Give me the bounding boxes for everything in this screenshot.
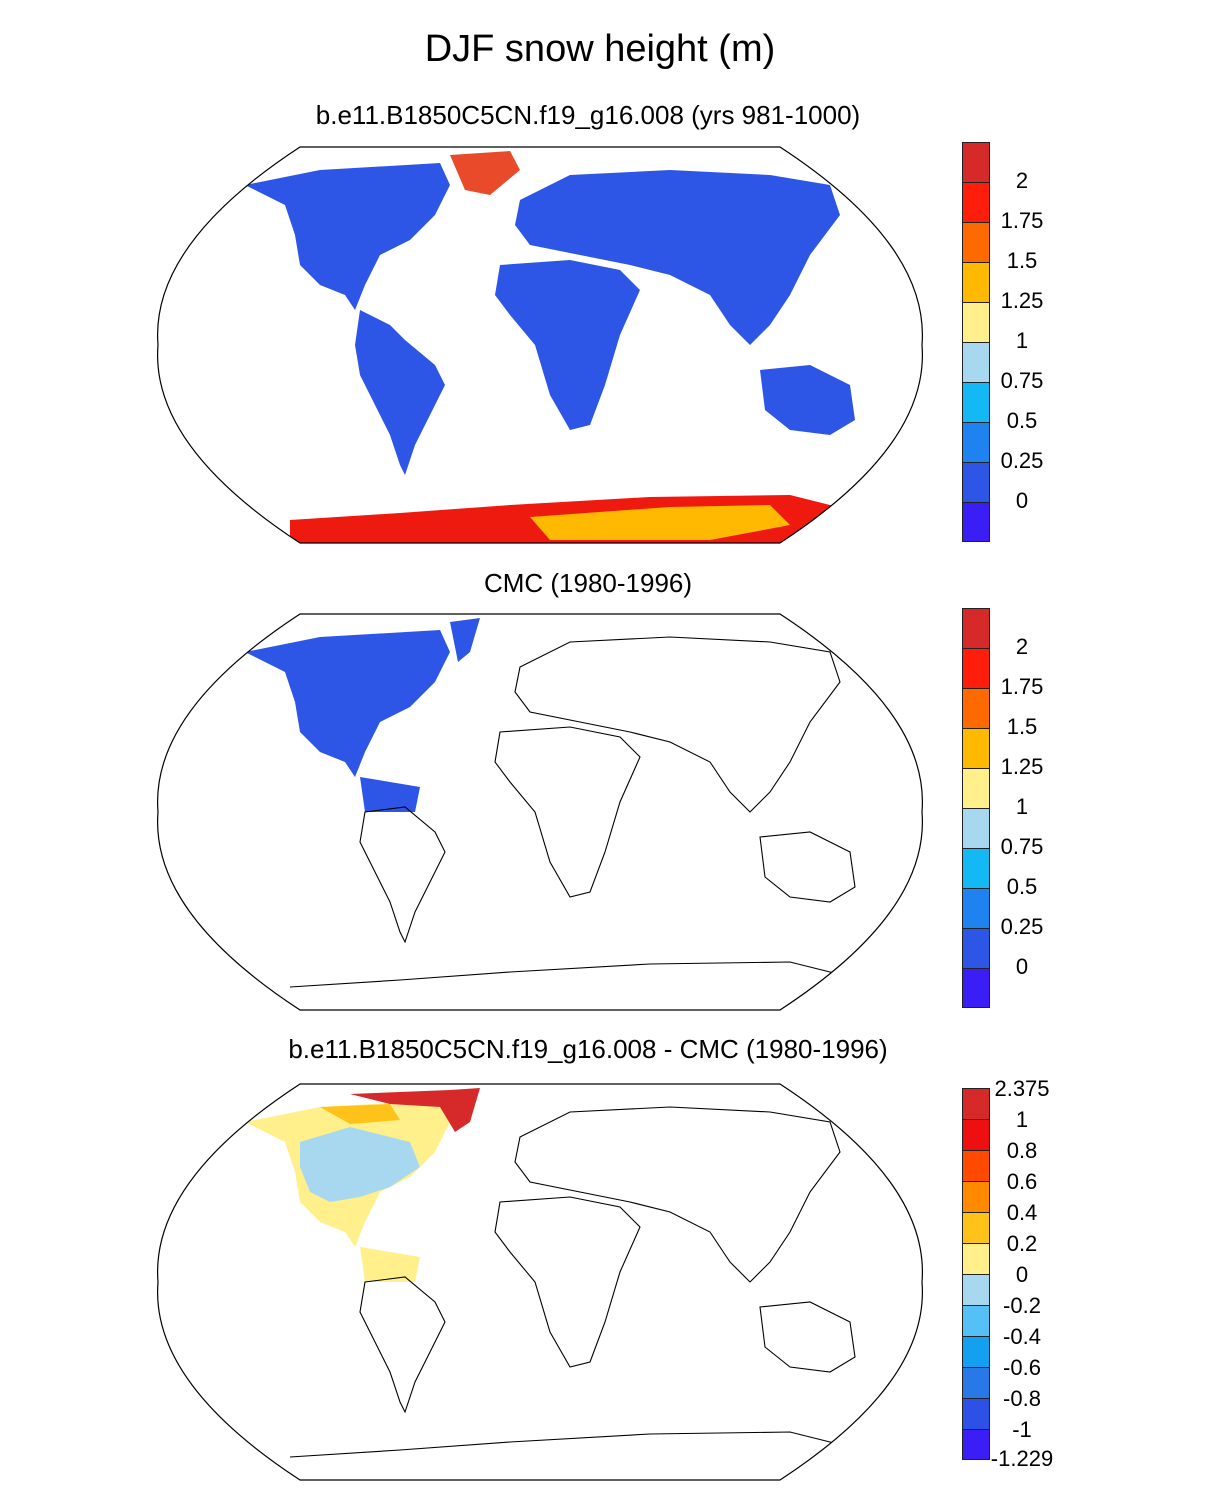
cb3-label: 2.375 [994, 1076, 1050, 1101]
cb3-label: 0 [1015, 1262, 1029, 1287]
africa-snow [495, 260, 640, 430]
cb2-label: 0 [1015, 954, 1029, 979]
cb1-label: 1.5 [1006, 248, 1038, 273]
cb2-label: 1.25 [1000, 754, 1044, 779]
north-america-diff-negative [300, 1127, 420, 1202]
panel-3-colorbar [962, 1088, 990, 1460]
cb2-label: 0.25 [1000, 914, 1044, 939]
panel-2-title: CMC (1980-1996) [483, 568, 693, 598]
map-border [157, 146, 923, 544]
cb1-label: 0.25 [1000, 448, 1044, 473]
cb3-label: -1.229 [990, 1446, 1054, 1471]
coastline-outline [289, 1106, 856, 1458]
cb2-label: 0.5 [1006, 874, 1038, 899]
cb1-label: 0 [1015, 488, 1029, 513]
panel-1-map [157, 146, 923, 544]
australia-snow [760, 365, 855, 435]
cb3-label: -1 [1012, 1417, 1032, 1442]
map-border [157, 1083, 923, 1481]
cb1-label: 0.75 [1000, 368, 1044, 393]
cb2-label: 1.5 [1006, 714, 1038, 739]
panel-3-title: b.e11.B1850C5CN.f19_g16.008 - CMC (1980-… [288, 1034, 888, 1064]
north-america-snow [245, 630, 450, 777]
arctic-diff-mid [320, 1104, 400, 1124]
panel-2-map [157, 613, 923, 1011]
cb1-label: 0.5 [1006, 408, 1038, 433]
south-america-snow [355, 310, 445, 475]
panel-3-map [157, 1083, 923, 1481]
coastline-outline [289, 636, 856, 988]
map-border [157, 613, 923, 1011]
caribbean-snow [360, 777, 420, 812]
cb1-label: 1.25 [1000, 288, 1044, 313]
cb3-label: -0.2 [1003, 1293, 1041, 1318]
cb2-label: 1.75 [1000, 674, 1044, 699]
north-america-snow [245, 163, 450, 310]
caribbean-diff [360, 1247, 420, 1282]
cb3-label: -0.6 [1003, 1355, 1041, 1380]
arctic-diff-high [350, 1088, 480, 1132]
cb2-label: 0.75 [1000, 834, 1044, 859]
cb3-label: -0.4 [1003, 1324, 1041, 1349]
cb3-label: 1 [1015, 1107, 1029, 1132]
cb3-label: 0.2 [1006, 1231, 1038, 1256]
greenland-snow [450, 151, 520, 195]
cb1-label: 1.75 [1000, 208, 1044, 233]
eurasia-snow [515, 170, 840, 345]
cb3-label: 0.6 [1006, 1169, 1038, 1194]
cb3-label: -0.8 [1003, 1386, 1041, 1411]
cb3-label: 0.8 [1006, 1138, 1038, 1163]
panel-1-title: b.e11.B1850C5CN.f19_g16.008 (yrs 981-100… [315, 100, 861, 130]
cb2-label: 2 [1015, 634, 1029, 659]
panel-1-colorbar [962, 142, 990, 542]
panel-2-colorbar [962, 608, 990, 1008]
figure-title: DJF snow height (m) [424, 28, 776, 70]
cb2-label: 1 [1015, 794, 1029, 819]
cb3-label: 0.4 [1006, 1200, 1038, 1225]
greenland-snow [450, 618, 480, 662]
cb1-label: 1 [1015, 328, 1029, 353]
antarctica-snow-inner [530, 505, 790, 540]
cb1-label: 2 [1015, 168, 1029, 193]
